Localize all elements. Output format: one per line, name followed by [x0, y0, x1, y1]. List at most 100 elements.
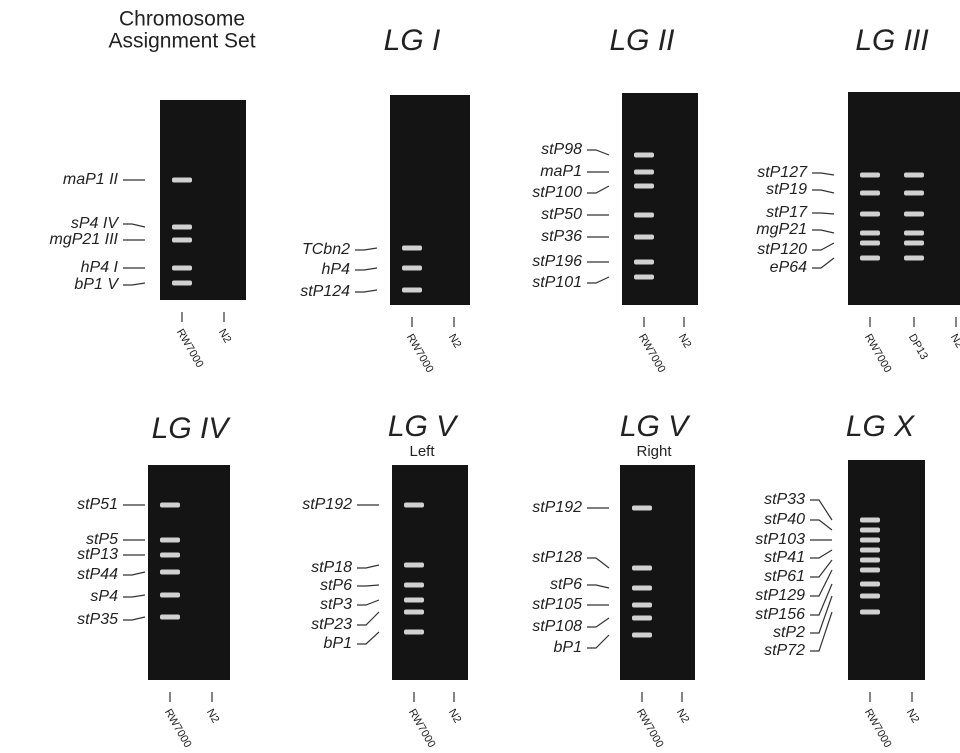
marker-label: TCbn2	[302, 241, 350, 258]
lane-label: N2	[948, 332, 960, 350]
band	[634, 235, 654, 240]
marker-label: stP19	[766, 181, 807, 198]
band	[860, 256, 880, 261]
band	[632, 566, 652, 571]
marker-label: stP101	[532, 274, 582, 291]
marker-label: stP44	[77, 566, 118, 583]
band	[404, 610, 424, 615]
band	[632, 603, 652, 608]
band	[860, 241, 880, 246]
band	[634, 184, 654, 189]
panel-title: LG X	[846, 410, 915, 443]
band	[172, 281, 192, 286]
lane-label: N2	[446, 332, 463, 350]
band	[904, 241, 924, 246]
marker-label: stP105	[532, 596, 582, 613]
connector	[357, 565, 379, 568]
band	[160, 615, 180, 620]
connector	[357, 600, 379, 605]
marker-label: stP129	[755, 587, 805, 604]
marker-label: stP35	[77, 611, 118, 628]
gel-panel: LG XstP33stP40stP103stP41stP61stP129stP1…	[755, 410, 925, 750]
panel-title: LG V	[620, 410, 691, 443]
band	[632, 633, 652, 638]
lane-label: RW7000	[404, 332, 436, 375]
panel-subtitle: Right	[636, 443, 672, 460]
connector	[587, 585, 609, 588]
band	[860, 594, 880, 599]
connector	[123, 617, 145, 620]
band	[404, 630, 424, 635]
marker-label: stP192	[532, 499, 582, 516]
band	[860, 582, 880, 587]
gel-panel: LG VLeftstP192stP18stP6stP3stP23bP1RW700…	[302, 410, 468, 750]
lane-label: N2	[904, 707, 921, 725]
connector	[357, 585, 379, 586]
panel-title: Chromosome	[119, 8, 245, 31]
lane-label: RW7000	[406, 707, 438, 750]
marker-label: stP41	[764, 549, 805, 566]
band	[402, 246, 422, 251]
marker-label: bP1 V	[74, 276, 119, 293]
lane-label: RW7000	[162, 707, 194, 750]
gel	[848, 92, 960, 305]
band	[404, 503, 424, 508]
panel-title: LG V	[388, 410, 459, 443]
marker-label: stP156	[755, 606, 805, 623]
gel	[620, 465, 695, 680]
band	[172, 225, 192, 230]
marker-label: stP3	[320, 596, 352, 613]
band	[632, 616, 652, 621]
connector	[810, 560, 832, 577]
connector	[810, 612, 832, 651]
band	[632, 506, 652, 511]
marker-label: stP192	[302, 496, 352, 513]
marker-label: eP64	[770, 259, 807, 276]
marker-label: stP128	[532, 549, 582, 566]
gel	[390, 95, 470, 305]
marker-label: stP17	[766, 204, 808, 221]
lane-label: RW7000	[862, 332, 894, 375]
band	[904, 212, 924, 217]
band	[904, 191, 924, 196]
band	[160, 538, 180, 543]
connector	[355, 248, 377, 250]
connector	[812, 243, 834, 250]
marker-label: stP61	[764, 568, 805, 585]
marker-label: sP4	[90, 588, 118, 605]
band	[172, 238, 192, 243]
panel-subtitle: Left	[409, 443, 435, 460]
band	[634, 170, 654, 175]
marker-label: stP13	[77, 546, 118, 563]
marker-label: stP40	[764, 511, 805, 528]
lane-label: N2	[446, 707, 463, 725]
marker-label: mgP21 III	[50, 231, 119, 248]
band	[860, 231, 880, 236]
marker-label: mgP21	[756, 221, 807, 238]
panel-title: LG IV	[152, 412, 232, 445]
marker-label: stP72	[764, 642, 805, 659]
marker-label: maP1	[540, 163, 582, 180]
band	[634, 275, 654, 280]
panel-title: LG III	[855, 24, 928, 57]
marker-label: stP6	[320, 577, 352, 594]
panel-title: LG II	[609, 24, 674, 57]
band	[404, 598, 424, 603]
marker-label: maP1 II	[63, 171, 119, 188]
band	[634, 153, 654, 158]
marker-label: stP120	[757, 241, 807, 258]
marker-label: bP1	[554, 639, 582, 656]
lane-label: N2	[674, 707, 691, 725]
band	[860, 528, 880, 533]
band	[860, 610, 880, 615]
marker-label: stP124	[300, 283, 350, 300]
band	[860, 568, 880, 573]
band	[860, 173, 880, 178]
lane-label: N2	[676, 332, 693, 350]
band	[860, 548, 880, 553]
band	[860, 518, 880, 523]
marker-label: stP51	[77, 496, 118, 513]
band	[860, 191, 880, 196]
